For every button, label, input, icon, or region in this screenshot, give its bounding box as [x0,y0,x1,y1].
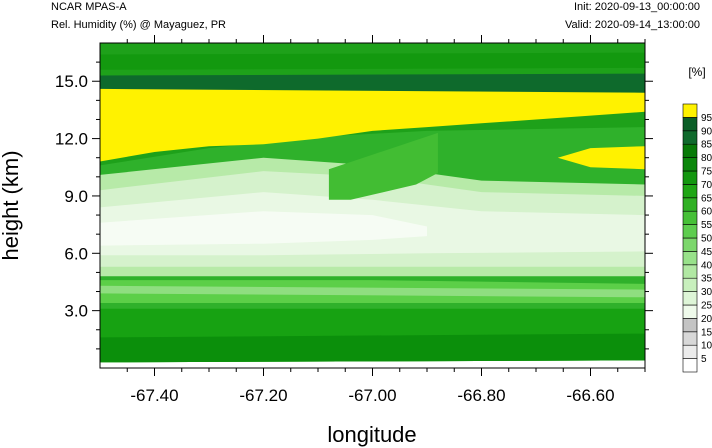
colorbar-level-label: 70 [701,180,712,191]
colorbar-level-label: 60 [701,207,712,218]
colorbar-level-label: 80 [701,153,712,164]
colorbar-swatch [682,237,698,252]
rh-contour-band-12 [100,88,645,162]
x-axis-label: longitude [327,422,416,447]
colorbar-swatch [682,170,698,185]
colorbar-swatch [682,277,698,292]
colorbar-swatch [682,251,698,266]
colorbar-level-label: 45 [701,247,712,258]
colorbar-level-label: 30 [701,287,712,298]
colorbar-swatch [682,224,698,239]
colorbar-level-label: 85 [701,140,712,151]
colorbar-swatch [682,143,698,158]
init-time: Init: 2020-09-13_00:00:00 [574,1,700,13]
colorbar-level-label: 75 [701,167,712,178]
colorbar-level-label: 50 [701,234,712,245]
colorbar-level-label: 15 [701,327,712,338]
colorbar-swatch [682,184,698,199]
colorbar-swatch [682,210,698,225]
x-tick-label: -67.40 [130,386,178,405]
y-tick-label: 9.0 [64,187,88,206]
colorbar-swatch [682,103,698,118]
colorbar-level-label: 90 [701,126,712,137]
y-tick-label: 12.0 [55,130,88,149]
colorbar-level-label: 35 [701,274,712,285]
colorbar: 5 10 15 20 25 30 35 40 45 50 55 60 65 70 75 80 85 90 95 [682,103,712,373]
field-description: Rel. Humidity (%) @ Mayaguez, PR [51,19,226,31]
colorbar-swatch [682,318,698,333]
valid-time: Valid: 2020-09-14_13:00:00 [565,19,700,31]
x-tick-label: -66.60 [566,386,614,405]
y-tick-label: 3.0 [64,302,88,321]
rh-contour-band-4 [100,285,645,298]
colorbar-swatch [682,358,698,373]
colorbar-swatch [682,331,698,346]
colorbar-swatch [682,117,698,132]
colorbar-swatch [682,130,698,145]
colorbar-level-label: 40 [701,260,712,271]
colorbar-level-label: 95 [701,113,712,124]
colorbar-level-label: 10 [701,341,712,352]
model-name: NCAR MPAS-A [51,1,127,13]
colorbar-swatch [682,157,698,172]
colorbar-swatch [682,344,698,359]
colorbar-unit: [%] [688,65,705,79]
colorbar-level-label: 25 [701,301,712,312]
colorbar-swatch [682,264,698,279]
x-tick-label: -67.00 [348,386,396,405]
y-tick-label: 15.0 [55,72,88,91]
colorbar-level-label: 55 [701,220,712,231]
x-tick-label: -66.80 [457,386,505,405]
rh-contour-band-13 [557,146,645,170]
rh-contour-band-8 [100,211,427,246]
y-axis-label: height (km) [0,150,23,260]
colorbar-swatch [682,197,698,212]
rh-contour-band-14 [100,52,645,70]
colorbar-swatch [682,291,698,306]
rh-contour-band-2 [100,333,645,363]
colorbar-swatch [682,304,698,319]
colorbar-level-label: 65 [701,193,712,204]
x-tick-label: -67.20 [239,386,287,405]
y-tick-label: 6.0 [64,244,88,263]
contour-fill-group [100,43,645,363]
rh-contour-band-10 [328,132,438,200]
axes-group: -67.40 -67.20 -67.00 -66.80 -66.60 3.0 6.0 9.0 1… [55,35,653,405]
colorbar-level-label: 5 [701,354,707,365]
colorbar-level-label: 20 [701,314,712,325]
